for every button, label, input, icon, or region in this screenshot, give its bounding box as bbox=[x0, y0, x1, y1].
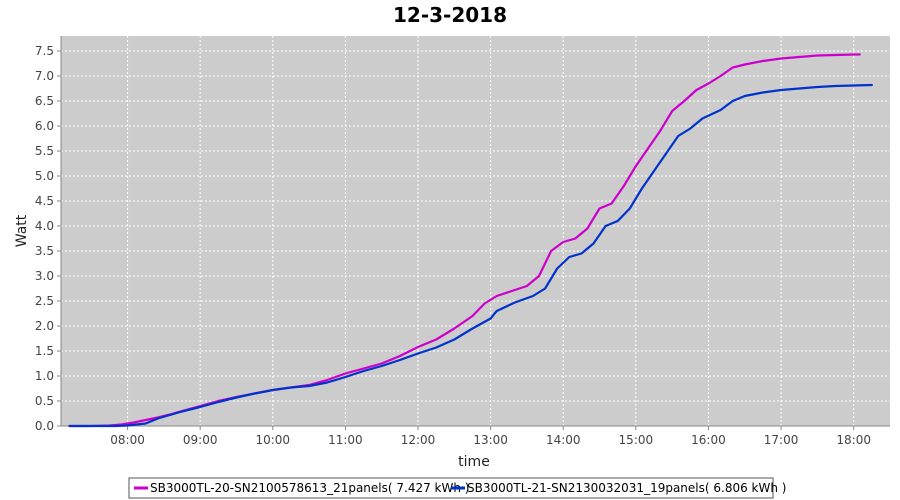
legend: SB3000TL-20-SN2100578613_21panels( 7.427… bbox=[128, 477, 786, 499]
y-tick-label: 7.5 bbox=[35, 44, 54, 58]
grid-lines bbox=[61, 36, 890, 427]
y-tick-label: 6.0 bbox=[35, 119, 54, 133]
y-tick-label: 2.5 bbox=[35, 294, 54, 308]
y-tick-label: 3.0 bbox=[35, 269, 54, 283]
y-tick-label: 5.5 bbox=[35, 144, 54, 158]
y-tick-label: 6.5 bbox=[35, 94, 54, 108]
axes: 0.0 0.5 1.0 1.5 2.0 2.5 3.0 3.5 4.0 4.5 5.0 5.5 6.0 6… bbox=[35, 36, 890, 447]
y-tick-label: 1.0 bbox=[35, 369, 54, 383]
x-tick-label: 17:00 bbox=[764, 433, 799, 447]
x-tick-label: 14:00 bbox=[546, 433, 581, 447]
legend-label: SB3000TL-20-SN2100578613_21panels( 7.427… bbox=[150, 481, 469, 495]
x-tick-label: 11:00 bbox=[328, 433, 363, 447]
x-tick-label: 09:00 bbox=[183, 433, 218, 447]
y-tick-label: 0.5 bbox=[35, 394, 54, 408]
x-tick-label: 12:00 bbox=[401, 433, 436, 447]
series-lines bbox=[68, 53, 873, 428]
x-tick-label: 13:00 bbox=[473, 433, 508, 447]
x-tick-label: 15:00 bbox=[619, 433, 654, 447]
x-tick-label: 16:00 bbox=[691, 433, 726, 447]
y-tick-label: 4.5 bbox=[35, 194, 54, 208]
x-axis-label: time bbox=[458, 454, 490, 470]
y-tick-label: 4.0 bbox=[35, 219, 54, 233]
plot-area bbox=[61, 36, 890, 426]
x-tick-label: 08:00 bbox=[110, 433, 145, 447]
y-tick-label: 0.0 bbox=[35, 419, 54, 433]
y-tick-label: 1.5 bbox=[35, 344, 54, 358]
x-tick-label: 18:00 bbox=[836, 433, 871, 447]
chart-title: 12-3-2018 bbox=[393, 3, 507, 27]
y-tick-label: 2.0 bbox=[35, 319, 54, 333]
series-line-2 bbox=[68, 83, 873, 428]
y-tick-label: 3.5 bbox=[35, 244, 54, 258]
y-tick-label: 5.0 bbox=[35, 169, 54, 183]
legend-label: SB3000TL-21-SN2130032031_19panels( 6.806… bbox=[467, 481, 786, 495]
x-tick-label: 10:00 bbox=[255, 433, 290, 447]
y-axis-label: Watt bbox=[14, 214, 30, 247]
y-tick-label: 7.0 bbox=[35, 69, 54, 83]
